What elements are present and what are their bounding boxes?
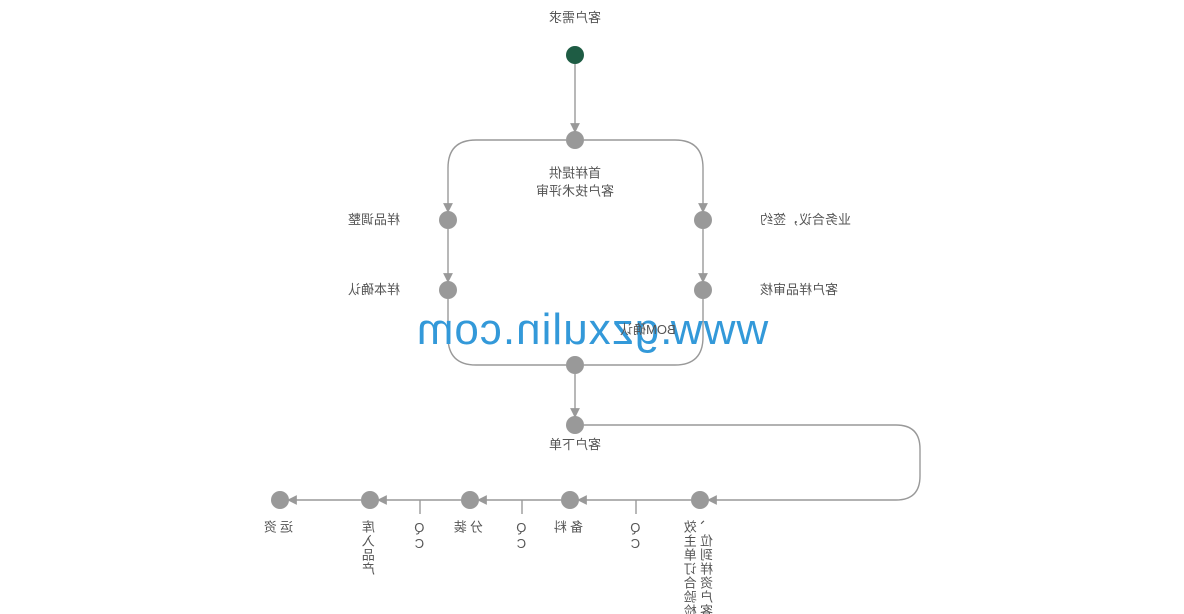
label-prod-qc3: QC [412, 520, 428, 552]
label-center_text: 首样提供 客户技术评审 [536, 164, 614, 199]
label-prod-qc1: QC [628, 520, 644, 552]
node-p_material [561, 491, 579, 509]
node-p_verify [691, 491, 709, 509]
label-right1: 业务合议，签约 [760, 211, 851, 229]
node-merge [566, 356, 584, 374]
label-merge: BOM确认 [620, 321, 676, 339]
label-prod-stock: 库入品产 [362, 520, 378, 576]
label-right2: 客户样品审核 [760, 281, 838, 299]
label-left2: 样本确认 [348, 281, 400, 299]
watermark-text: www.gzxulin.com [416, 305, 768, 355]
node-right1 [694, 211, 712, 229]
node-order [566, 416, 584, 434]
node-right2 [694, 281, 712, 299]
label-prod-material: 料 备 [554, 520, 587, 534]
node-start [566, 46, 584, 64]
label-prod-assemble: 装 分 [454, 520, 487, 534]
label-prod-verify: 效主单订合验检 、位到样资户客 [684, 520, 717, 614]
node-p_stock [361, 491, 379, 509]
node-left2 [439, 281, 457, 299]
label-title: 客户需求 [549, 9, 601, 27]
label-prod-finance: 资 运 [264, 520, 297, 534]
node-left1 [439, 211, 457, 229]
node-top_center [566, 131, 584, 149]
label-left1: 样品调整 [348, 211, 400, 229]
node-p_assemble [461, 491, 479, 509]
label-order: 客户下单 [549, 436, 601, 454]
label-prod-qc2: QC [514, 520, 530, 552]
node-p_finance [271, 491, 289, 509]
